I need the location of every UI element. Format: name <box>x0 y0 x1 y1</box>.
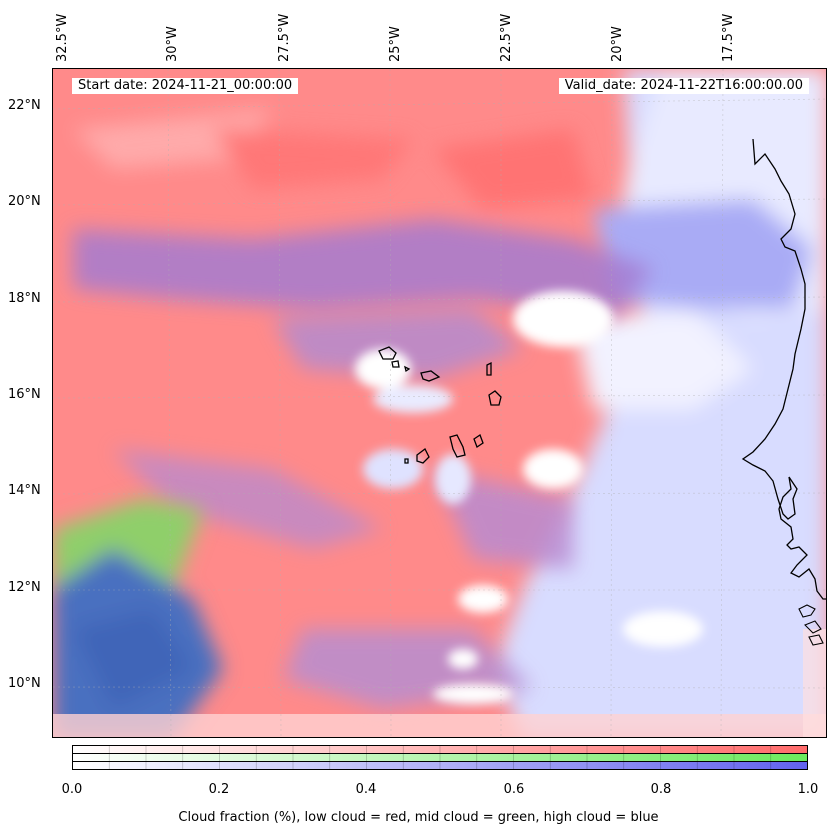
valid-date-label: Valid_date: 2024-11-22T16:00:00.00 <box>558 78 809 94</box>
lon-label-22-5w: 22.5°W <box>499 13 514 62</box>
lat-label-12n: 12°N <box>8 580 41 595</box>
lat-label-22n: 22°N <box>8 98 41 113</box>
coastline-senegal-gambia <box>778 476 826 600</box>
colorbar-caption: Cloud fraction (%), low cloud = red, mid… <box>178 810 659 825</box>
lat-label-18n: 18°N <box>8 291 41 306</box>
coastline-africa <box>741 138 806 520</box>
lat-label-14n: 14°N <box>8 483 41 498</box>
colorbar-tick-0-2: 0.2 <box>208 782 230 797</box>
lon-label-32-5w: 32.5°W <box>55 13 70 62</box>
lat-label-16n: 16°N <box>8 387 41 402</box>
lon-label-20w: 20°W <box>610 26 625 62</box>
colorbar-tick-0-0: 0.0 <box>61 782 83 797</box>
cape-verde-islands <box>378 346 502 464</box>
colorbar-high-cloud-blue <box>72 761 808 770</box>
lon-label-30w: 30°W <box>165 26 180 62</box>
high-cloud-east-region <box>493 69 826 737</box>
colorbar-tick-0-6: 0.6 <box>503 782 525 797</box>
southern-edge-strip <box>53 714 826 737</box>
colorbar-tick-1-0: 1.0 <box>797 782 819 797</box>
mid-cloud-southwest <box>53 499 223 737</box>
map-canvas <box>53 69 826 737</box>
lat-label-20n: 20°N <box>8 194 41 209</box>
coastline-guinea-bissau <box>798 604 824 646</box>
colorbar-svg <box>72 745 808 770</box>
colorbar-ticks <box>108 745 772 770</box>
colorbar-tick-0-8: 0.8 <box>650 782 672 797</box>
lon-label-27-5w: 27.5°W <box>277 13 292 62</box>
lon-label-17-5w: 17.5°W <box>721 13 736 62</box>
start-date-label: Start date: 2024-11-21_00:00:00 <box>72 78 299 94</box>
graticule <box>53 69 826 737</box>
eastern-edge-strip <box>803 629 826 737</box>
lat-label-10n: 10°N <box>8 676 41 691</box>
colorbar <box>72 745 808 770</box>
colorbar-tick-0-4: 0.4 <box>355 782 377 797</box>
cloud-fraction-map <box>52 68 827 738</box>
lon-label-25w: 25°W <box>388 26 403 62</box>
